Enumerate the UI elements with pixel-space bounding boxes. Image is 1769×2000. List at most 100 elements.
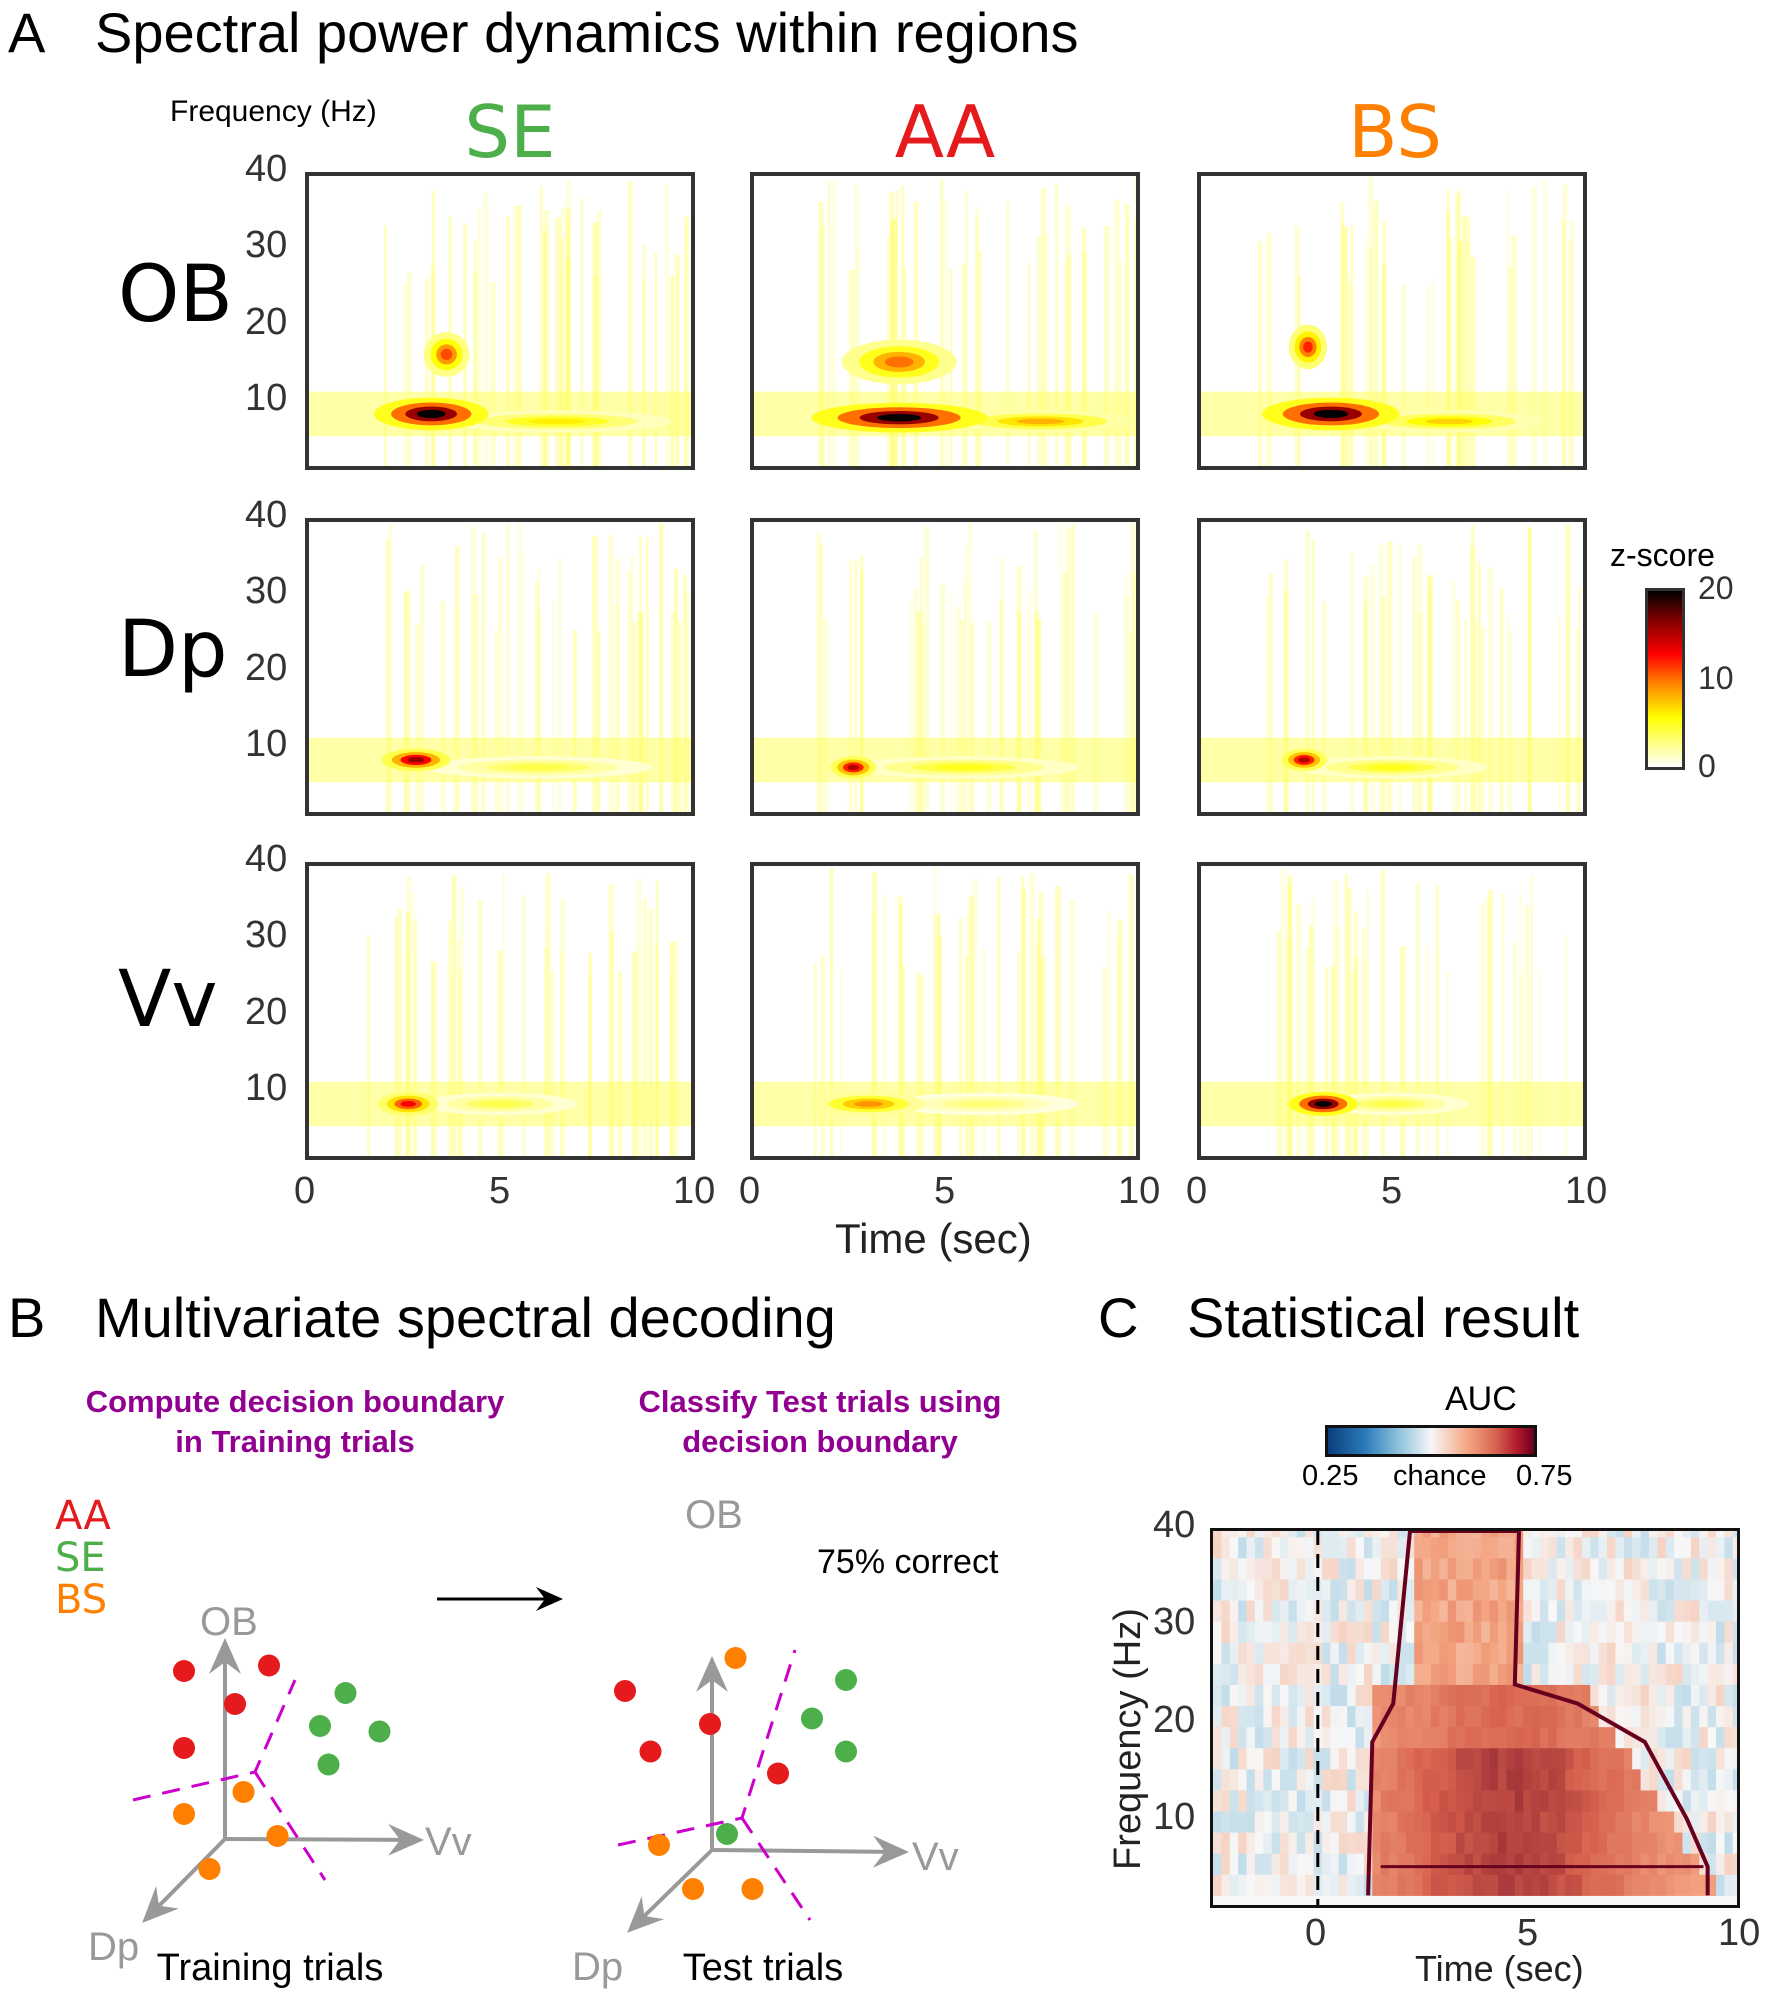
- auc-y-tick: 30: [1153, 1601, 1195, 1644]
- auc-cell: [1456, 1684, 1465, 1706]
- auc-cell: [1263, 1727, 1272, 1749]
- auc-cell: [1565, 1832, 1574, 1854]
- auc-cell: [1599, 1853, 1608, 1875]
- trial-point-bs: [742, 1878, 764, 1900]
- auc-cell: [1221, 1531, 1230, 1537]
- power-peak: [529, 419, 586, 425]
- auc-cell: [1540, 1531, 1549, 1537]
- auc-cell: [1356, 1811, 1365, 1833]
- auc-cell: [1347, 1600, 1356, 1622]
- auc-cell: [1632, 1663, 1641, 1685]
- auc-cell: [1473, 1579, 1482, 1601]
- auc-cell: [1599, 1621, 1608, 1643]
- auc-cell: [1255, 1853, 1264, 1875]
- test-ob-label: OB: [685, 1493, 743, 1537]
- auc-cell: [1574, 1558, 1583, 1580]
- auc-cell: [1540, 1663, 1549, 1685]
- auc-cell: [1456, 1853, 1465, 1875]
- auc-cell: [1414, 1706, 1423, 1728]
- spectral-streak: [919, 977, 925, 1156]
- auc-cell: [1532, 1558, 1541, 1580]
- auc-cell: [1649, 1642, 1658, 1664]
- auc-cell: [1708, 1579, 1717, 1601]
- trial-point-aa: [699, 1713, 721, 1735]
- auc-cell: [1381, 1558, 1390, 1580]
- auc-cell: [1607, 1558, 1616, 1580]
- auc-cell: [1280, 1811, 1289, 1833]
- auc-cell: [1263, 1832, 1272, 1854]
- auc-cell: [1649, 1811, 1658, 1833]
- auc-cell: [1473, 1663, 1482, 1685]
- auc-cell: [1372, 1579, 1381, 1601]
- auc-cell: [1397, 1769, 1406, 1791]
- auc-cell: [1708, 1663, 1717, 1685]
- auc-cell: [1456, 1621, 1465, 1643]
- auc-cell: [1724, 1811, 1733, 1833]
- auc-cell: [1574, 1874, 1583, 1896]
- auc-cell: [1490, 1769, 1499, 1791]
- auc-cell: [1724, 1706, 1733, 1728]
- auc-cell: [1330, 1663, 1339, 1685]
- auc-cell: [1473, 1748, 1482, 1770]
- auc-cell: [1565, 1706, 1574, 1728]
- auc-cell: [1674, 1706, 1683, 1728]
- auc-cell: [1683, 1769, 1692, 1791]
- auc-cell: [1548, 1642, 1557, 1664]
- auc-cell: [1221, 1684, 1230, 1706]
- auc-cell: [1708, 1811, 1717, 1833]
- auc-cell: [1221, 1853, 1230, 1875]
- auc-cell: [1372, 1621, 1381, 1643]
- auc-cell: [1532, 1790, 1541, 1812]
- spectral-streak: [407, 272, 411, 466]
- auc-cell: [1347, 1531, 1356, 1537]
- auc-cell: [1691, 1790, 1700, 1812]
- auc-cell: [1590, 1853, 1599, 1875]
- auc-cell: [1523, 1579, 1532, 1601]
- auc-cell: [1288, 1874, 1297, 1896]
- auc-cell: [1649, 1790, 1658, 1812]
- auc-cell: [1280, 1706, 1289, 1728]
- auc-cell: [1498, 1769, 1507, 1791]
- auc-cell: [1649, 1558, 1658, 1580]
- auc-cell: [1322, 1537, 1331, 1559]
- spectral-streak: [1346, 275, 1351, 466]
- auc-cell: [1397, 1727, 1406, 1749]
- auc-cell: [1448, 1537, 1457, 1559]
- auc-cell: [1641, 1621, 1650, 1643]
- auc-cell: [1456, 1579, 1465, 1601]
- auc-cell: [1632, 1832, 1641, 1854]
- auc-cell: [1330, 1727, 1339, 1749]
- auc-cell: [1423, 1663, 1432, 1685]
- auc-cell: [1230, 1853, 1239, 1875]
- auc-cell: [1557, 1642, 1566, 1664]
- auc-cell: [1490, 1853, 1499, 1875]
- auc-cell: [1272, 1663, 1281, 1685]
- auc-cell: [1347, 1874, 1356, 1896]
- auc-cell: [1615, 1832, 1624, 1854]
- auc-cell: [1615, 1600, 1624, 1622]
- auc-cell: [1263, 1558, 1272, 1580]
- auc-cell: [1456, 1642, 1465, 1664]
- auc-cell: [1272, 1600, 1281, 1622]
- auc-cell: [1431, 1579, 1440, 1601]
- auc-cell: [1339, 1769, 1348, 1791]
- spectral-streak: [960, 620, 965, 812]
- row-label-vv: Vv: [118, 955, 218, 1045]
- auc-cell: [1414, 1558, 1423, 1580]
- auc-cell: [1708, 1642, 1717, 1664]
- auc-cell: [1683, 1621, 1692, 1643]
- trial-point-aa: [767, 1763, 789, 1785]
- auc-cell: [1632, 1790, 1641, 1812]
- auc-cell: [1649, 1579, 1658, 1601]
- auc-cell: [1557, 1621, 1566, 1643]
- auc-cell: [1439, 1684, 1448, 1706]
- auc-cell: [1624, 1706, 1633, 1728]
- auc-cell: [1272, 1769, 1281, 1791]
- auc-cell: [1372, 1769, 1381, 1791]
- zscore-tick-mid: 10: [1698, 660, 1734, 697]
- auc-cell: [1590, 1684, 1599, 1706]
- panel-b-title: Multivariate spectral decoding: [95, 1285, 836, 1350]
- auc-cell: [1389, 1790, 1398, 1812]
- auc-cell: [1431, 1537, 1440, 1559]
- auc-cell: [1465, 1706, 1474, 1728]
